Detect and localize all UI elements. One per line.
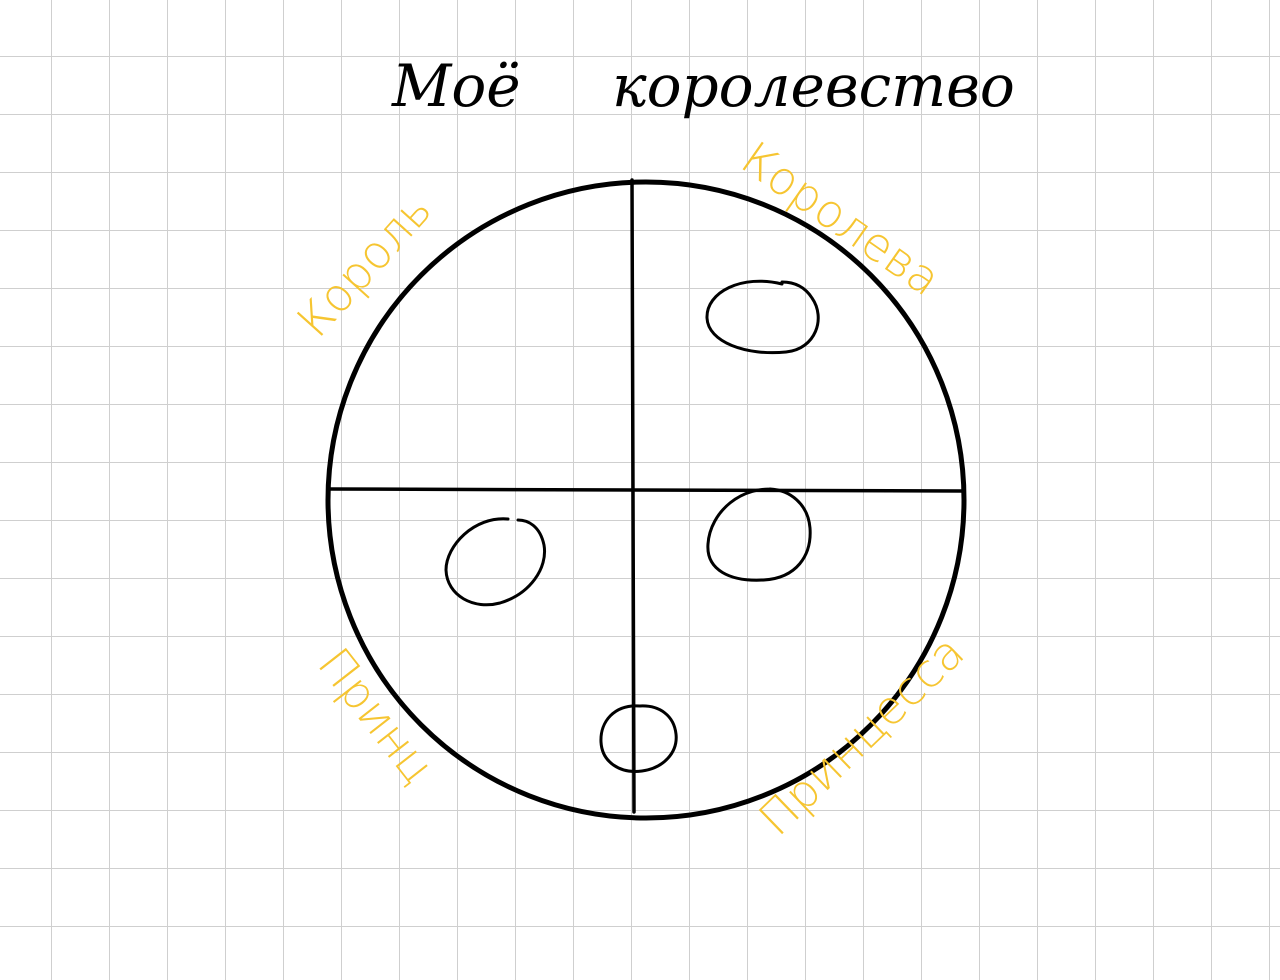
title-word-kingdom: королевство: [612, 52, 1015, 120]
title-word-my: Моё: [391, 52, 521, 120]
kingdom-circle: [325, 179, 967, 821]
label-prince: Принц: [307, 638, 445, 794]
label-princess: Принцесса: [748, 625, 974, 846]
center-bottom-oval: [599, 704, 678, 773]
prince-oval: [444, 517, 547, 607]
horizontal-divider: [328, 487, 964, 493]
queen-oval: [705, 279, 820, 355]
label-king: Король: [286, 183, 442, 348]
princess-oval: [706, 487, 812, 582]
vertical-divider: [630, 178, 636, 814]
